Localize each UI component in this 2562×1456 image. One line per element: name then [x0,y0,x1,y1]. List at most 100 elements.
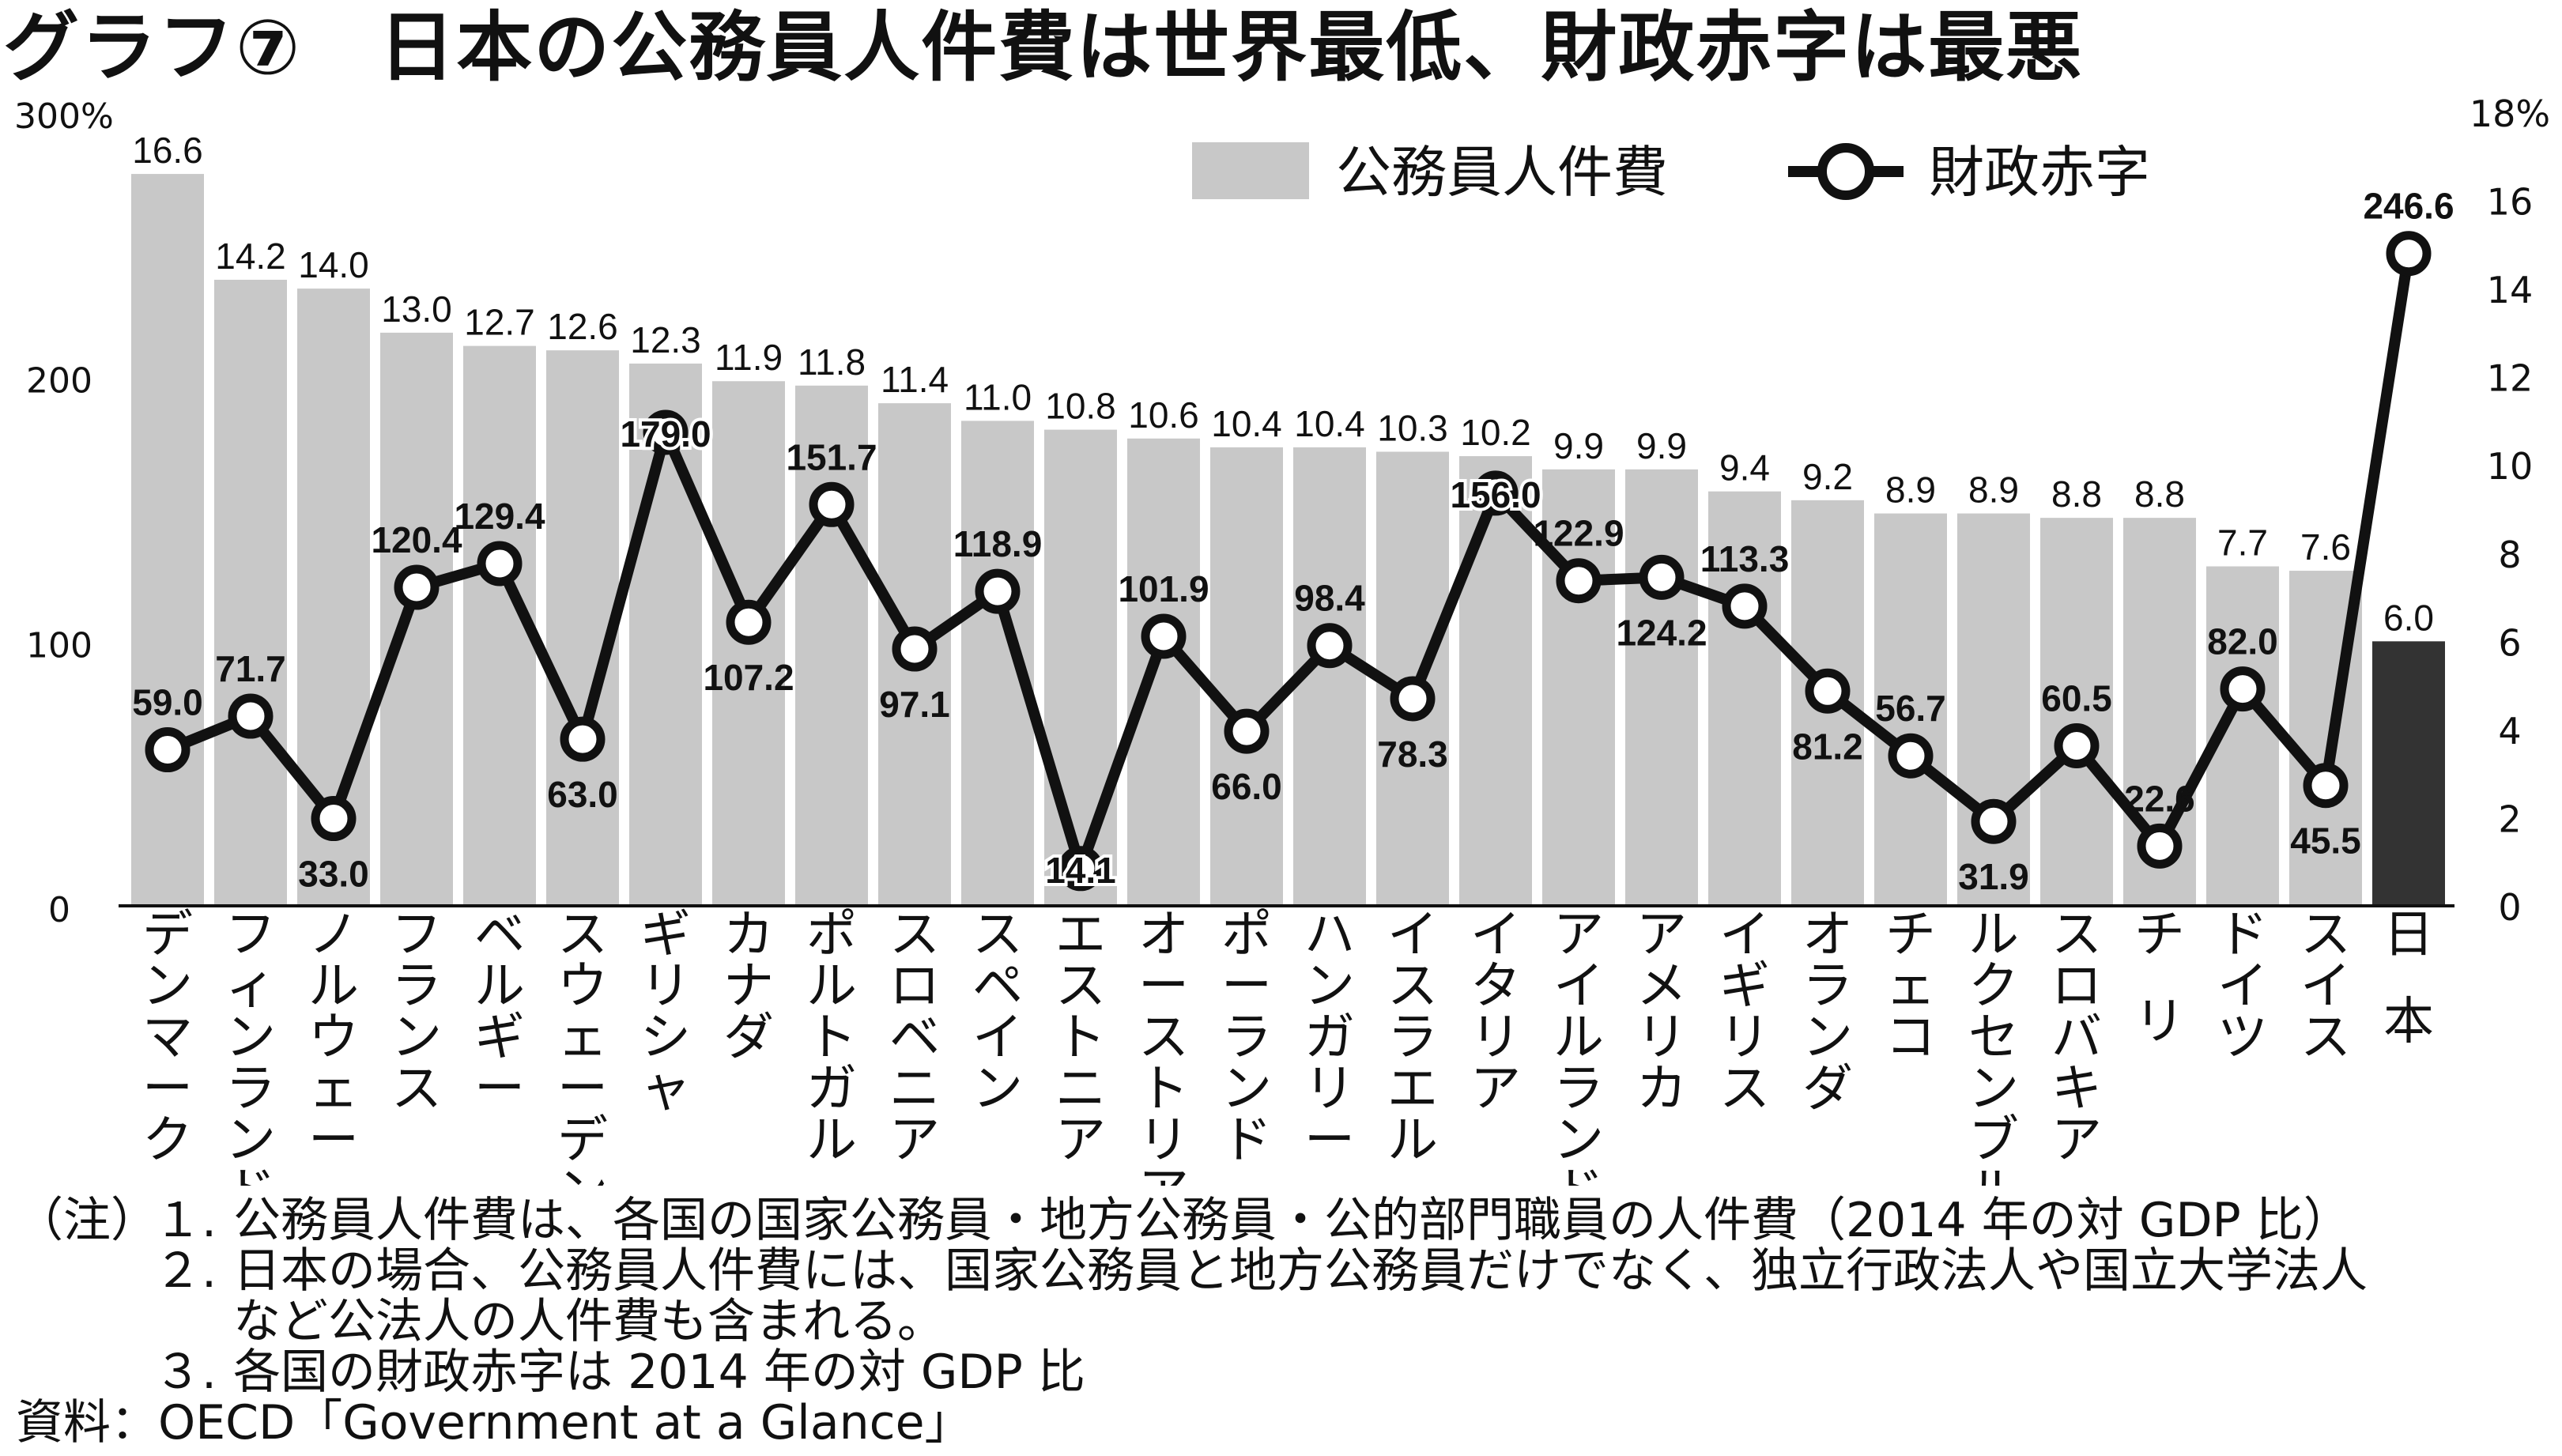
bar [546,350,619,906]
line-value-label: 98.4 [1294,578,1365,619]
bar-value-label: 11.0 [964,376,1032,417]
right-axis-tick-label: 4 [2498,710,2521,753]
bar-value-label: 16.6 [132,130,203,171]
legend: 公務員人件費 財政赤字 [1192,140,2150,205]
category-label: スロベニア [889,906,940,1170]
legend-bar-label: 公務員人件費 [1336,140,1668,205]
line-marker [1556,558,1602,604]
line-marker [560,716,606,762]
bar-value-label: 10.4 [1294,403,1365,444]
bar-value-label: 14.2 [215,236,286,277]
note-text: など公法人の人件費も含まれる。 [233,1294,945,1349]
category-label: ハンガリー [1304,906,1355,1170]
bar-value-label: 10.2 [1460,412,1531,453]
category-label: ポルトガル [806,906,857,1170]
bar-value-label: 12.7 [464,302,535,343]
note-text: 各国の財政赤字は 2014 年の対 GDP 比 [233,1345,1085,1400]
line-marker [2220,666,2266,712]
bar-value-label: 7.6 [2300,526,2351,568]
line-marker [1224,708,1270,754]
line-value-label: 107.2 [703,657,794,698]
line-value-label: 63.0 [547,774,618,815]
bar-value-label: 10.4 [1211,403,1282,444]
line-value-label: 45.5 [2290,820,2361,862]
bar-value-label: 10.3 [1377,407,1448,448]
line-marker [394,564,440,610]
line-value-label: 113.3 [1700,538,1790,579]
line-path [165,252,2414,874]
line-value-label: 246.6 [2363,186,2454,227]
line-value-label: 78.3 [1377,734,1448,775]
bar-value-label: 9.9 [1553,425,1604,466]
bar-value-label: 11.4 [881,359,949,400]
bar [2040,518,2113,906]
category-label: オーストリア [1138,906,1189,1186]
bar [1874,513,1947,906]
bar-value-label: 8.8 [2051,473,2102,515]
category-label: フィンランド [225,906,276,1186]
category-label: チェコ [1885,906,1936,1067]
right-axis-tick-label: 10 [2487,445,2534,488]
bar-value-label: 9.2 [1802,456,1853,497]
bar-value-label: 8.8 [2134,473,2185,515]
category-label: エストニア [1055,906,1106,1170]
category-label: ギリシャ [640,906,691,1118]
line-marker [1390,676,1436,722]
bar-value-labels: 16.6 14.2 14.0 13.0 12.7 12.6 12.3 11.9 11.8 11.4… [132,130,2434,638]
line-value-label: 101.9 [1118,568,1209,609]
category-labels: デンマークフィンランドノルウェーフランスベルギースウェーデンギリシャカナダポルト… [142,906,2434,1186]
line-value-label: 120.4 [371,519,462,560]
category-label: カナダ [723,906,774,1067]
bar-value-label: 10.6 [1128,394,1199,436]
line-value-label: 151.7 [786,436,877,477]
right-axis-tick-label: 18% [2470,92,2550,135]
bar-value-label: 9.9 [1636,425,1687,466]
line-value-label: 122.9 [1533,513,1624,554]
left-axis-tick-label: 200 [26,361,92,402]
line-value-label: 14.1 [1045,850,1116,891]
category-label: ベルギー [474,906,525,1118]
category-label: スロバキア [2051,906,2102,1170]
line-marker [2303,763,2349,809]
line-value-label: 59.0 [132,682,203,723]
line-series [145,231,2432,892]
left-axis-tick-label: 0 [48,890,70,930]
line-marker [1473,470,1519,516]
line-marker [1307,623,1353,669]
line-marker [1888,733,1934,779]
right-axis-tick-label: 14 [2487,269,2534,311]
line-marker [1971,798,2017,844]
bar-value-label: 11.9 [715,337,783,378]
line-marker [975,568,1021,614]
line-value-label: 33.0 [298,854,369,895]
note-number: ３. [154,1345,217,1400]
line-marker [726,599,772,645]
line-value-label: 31.9 [1958,856,2029,897]
line-value-label: 66.0 [1211,766,1282,807]
bar-value-label: 6.0 [2383,597,2434,638]
bar [795,385,868,906]
bar-value-label: 8.9 [1968,470,2019,511]
right-axis-tick-label: 6 [2498,621,2521,664]
bar-value-label: 11.8 [798,341,866,383]
right-axis-tick-label: 12 [2487,357,2534,400]
bar-value-label: 10.8 [1045,386,1116,427]
line-marker [643,409,689,455]
line-value-label: 97.1 [879,684,950,725]
line-marker [1058,846,1104,892]
bar-value-label: 12.3 [630,319,701,360]
line-marker [228,693,274,739]
line-value-label: 82.0 [2207,621,2278,662]
line-value-label: 81.2 [1792,726,1863,767]
bar [1957,513,2030,906]
category-label: ドイツ [2217,906,2268,1067]
line-marker [892,626,938,672]
category-label: オランダ [1802,906,1853,1118]
bar [380,332,453,906]
line-marker [2137,823,2183,869]
bar-value-label: 13.0 [381,289,452,330]
combo-chart: 0 100 200 300% 0 2 4 6 8 10 12 14 16 18% 16.6 14.2 14.… [14,92,2550,1186]
category-label: スイス [2300,906,2351,1067]
left-axis-tick-label: 300% [14,96,114,137]
